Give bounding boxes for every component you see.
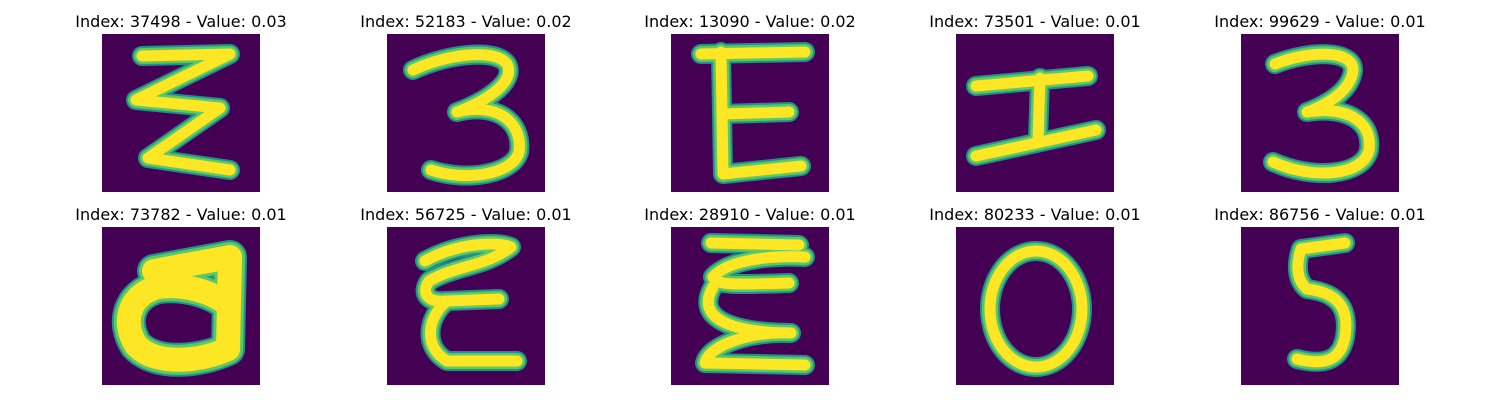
panel-title: Index: 73501 - Value: 0.01 bbox=[929, 12, 1141, 31]
panel-title: Index: 99629 - Value: 0.01 bbox=[1214, 12, 1426, 31]
image-panel-1: Index: 37498 - Value: 0.03 bbox=[56, 10, 306, 200]
character-image bbox=[956, 34, 1114, 192]
character-image bbox=[1241, 227, 1399, 385]
handwritten-glyph-e bbox=[415, 233, 527, 371]
character-image bbox=[1241, 34, 1399, 192]
image-panel-10: Index: 86756 - Value: 0.01 bbox=[1195, 203, 1445, 393]
panel-title: Index: 86756 - Value: 0.01 bbox=[1214, 205, 1426, 224]
image-panel-8: Index: 28910 - Value: 0.01 bbox=[625, 203, 875, 393]
character-image bbox=[671, 227, 829, 385]
character-image bbox=[102, 34, 260, 192]
handwritten-glyph-d bbox=[111, 240, 247, 377]
handwritten-glyph-e bbox=[691, 42, 815, 184]
handwritten-glyph-o bbox=[980, 241, 1092, 377]
image-panel-2: Index: 52183 - Value: 0.02 bbox=[341, 10, 591, 200]
panel-title: Index: 80233 - Value: 0.01 bbox=[929, 205, 1141, 224]
character-image bbox=[671, 34, 829, 192]
handwritten-glyph-3 bbox=[403, 44, 530, 186]
panel-title: Index: 13090 - Value: 0.02 bbox=[644, 12, 856, 31]
character-image bbox=[387, 227, 545, 385]
handwritten-glyph-e-script bbox=[695, 233, 815, 375]
handwritten-glyph-z bbox=[126, 44, 240, 180]
image-panel-5: Index: 99629 - Value: 0.01 bbox=[1195, 10, 1445, 200]
panel-title: Index: 52183 - Value: 0.02 bbox=[360, 12, 572, 31]
panel-title: Index: 56725 - Value: 0.01 bbox=[360, 205, 572, 224]
handwritten-glyph-3 bbox=[1263, 44, 1380, 183]
panel-title: Index: 28910 - Value: 0.01 bbox=[644, 205, 856, 224]
image-panel-3: Index: 13090 - Value: 0.02 bbox=[625, 10, 875, 200]
handwritten-glyph-5 bbox=[1287, 233, 1356, 372]
image-panel-9: Index: 80233 - Value: 0.01 bbox=[910, 203, 1160, 393]
image-panel-6: Index: 73782 - Value: 0.01 bbox=[56, 203, 306, 393]
character-image bbox=[102, 227, 260, 385]
character-image bbox=[387, 34, 545, 192]
handwritten-glyph-i bbox=[966, 66, 1106, 166]
panel-title: Index: 73782 - Value: 0.01 bbox=[75, 205, 287, 224]
image-panel-7: Index: 56725 - Value: 0.01 bbox=[341, 203, 591, 393]
image-panel-4: Index: 73501 - Value: 0.01 bbox=[910, 10, 1160, 200]
panel-title: Index: 37498 - Value: 0.03 bbox=[75, 12, 287, 31]
character-image bbox=[956, 227, 1114, 385]
